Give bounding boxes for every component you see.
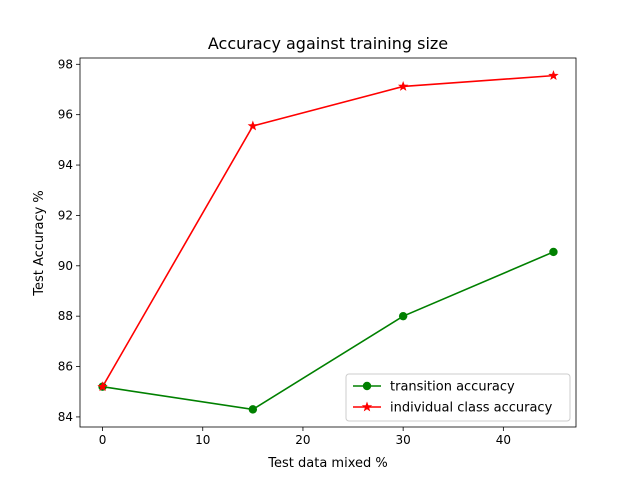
y-axis-label: Test Accuracy % [32, 190, 47, 297]
data-point-individual-class-accuracy [548, 70, 559, 81]
legend-marker-individual-class-accuracy [361, 401, 373, 412]
legend-box [345, 373, 571, 422]
x-tick-label: 0 [99, 433, 107, 447]
series-line-transition-accuracy [102, 251, 554, 411]
legend-label-transition-accuracy: transition accuracy [390, 380, 515, 395]
legend: transition accuracy individual class accu… [345, 373, 571, 422]
x-tick-label: 10 [195, 433, 210, 447]
data-point-transition-accuracy [398, 311, 408, 321]
y-tick-label: 94 [58, 158, 73, 172]
y-tick-label: 90 [58, 259, 73, 273]
y-tick-label: 84 [58, 410, 73, 424]
y-tick-label: 86 [58, 360, 73, 374]
chart-title: Accuracy against training size [208, 34, 448, 53]
x-tick-label: 30 [396, 433, 411, 447]
data-point-individual-class-accuracy [97, 381, 108, 392]
y-tick-label: 88 [58, 309, 73, 323]
x-axis-label: Test data mixed % [267, 456, 387, 471]
data-point-transition-accuracy [549, 247, 558, 257]
legend-label-individual-class-accuracy: individual class accuracy [390, 401, 553, 416]
plot-area: 0 10 20 30 40 84 86 88 90 92 94 96 98 transition accu… [58, 57, 577, 447]
series-line-individual-class-accuracy [101, 74, 554, 388]
x-tick-label: 20 [295, 433, 310, 447]
x-tick-label: 40 [496, 433, 511, 447]
y-tick-label: 98 [58, 57, 73, 71]
y-tick-label: 92 [58, 208, 73, 222]
y-tick-label: 96 [58, 108, 73, 122]
data-point-individual-class-accuracy [397, 80, 409, 91]
data-point-transition-accuracy [248, 405, 258, 414]
axes-frame [79, 57, 577, 428]
legend-marker-transition-accuracy [362, 381, 372, 391]
data-point-individual-class-accuracy [247, 120, 259, 131]
